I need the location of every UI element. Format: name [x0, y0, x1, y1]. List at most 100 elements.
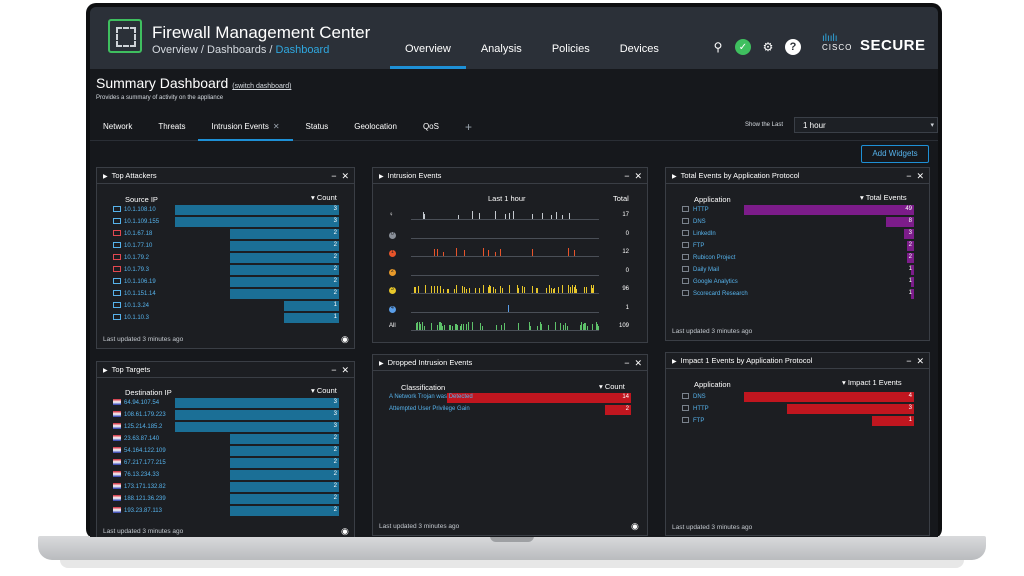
table-row-label[interactable]: 10.1.67.18: [113, 230, 152, 237]
table-row-label[interactable]: 76.13.234.33: [113, 471, 159, 478]
row-label-text[interactable]: 193.23.87.113: [124, 508, 162, 514]
minimize-icon[interactable]: −: [906, 356, 912, 366]
nav-devices[interactable]: Devices: [619, 43, 659, 55]
close-icon[interactable]: ✕: [916, 356, 924, 366]
table-row-label[interactable]: LinkedIn: [682, 230, 716, 237]
row-label-text[interactable]: 10.1.79.3: [124, 267, 150, 273]
row-label-text[interactable]: 10.1.67.18: [124, 231, 153, 237]
close-tab-icon[interactable]: ✕: [272, 122, 280, 131]
table-row-label[interactable]: 54.164.122.109: [113, 447, 166, 454]
row-label-text[interactable]: Google Analytics: [693, 279, 738, 285]
table-row-label[interactable]: 173.171.132.82: [113, 483, 166, 490]
table-row-label[interactable]: Rubicon Project: [682, 254, 735, 261]
table-row-label[interactable]: 10.1.10.3: [113, 314, 149, 321]
table-row-label[interactable]: 67.217.177.215: [113, 459, 166, 466]
column-header-source-ip[interactable]: Source IP: [125, 195, 158, 204]
table-row-label[interactable]: 10.1.108.10: [113, 206, 156, 213]
switch-dashboard-link[interactable]: (switch dashboard): [232, 83, 292, 90]
row-label-text[interactable]: DNS: [693, 394, 706, 400]
row-label-text[interactable]: 64.94.107.54: [124, 400, 160, 406]
search-icon[interactable]: ⚲: [713, 40, 723, 54]
table-row-label[interactable]: 64.94.107.54: [113, 399, 159, 406]
collapse-icon[interactable]: ▶: [103, 368, 108, 374]
table-row-label[interactable]: 10.1.151.14: [113, 290, 156, 297]
row-label-text[interactable]: Rubicon Project: [693, 255, 736, 261]
minimize-icon[interactable]: −: [906, 171, 912, 181]
row-label-text[interactable]: HTTP: [693, 207, 709, 213]
column-header-count[interactable]: ▾ Count: [311, 386, 337, 395]
column-header-impact1-events[interactable]: ▾ Impact 1 Events: [842, 378, 902, 387]
column-header-destination-ip[interactable]: Destination IP: [125, 388, 172, 397]
close-icon[interactable]: ✕: [634, 358, 642, 368]
table-row-label[interactable]: 193.23.87.113: [113, 507, 162, 514]
table-row-label[interactable]: 10.1.3.24: [113, 302, 149, 309]
table-row-label[interactable]: 23.63.87.140: [113, 435, 159, 442]
row-label-text[interactable]: 10.1.109.155: [124, 219, 160, 225]
column-header-count[interactable]: ▾ Count: [599, 382, 625, 391]
row-label-text[interactable]: DNS: [693, 219, 706, 225]
table-row-label[interactable]: DNS: [682, 218, 706, 225]
table-row-label[interactable]: DNS: [682, 393, 706, 400]
breadcrumb-dashboards[interactable]: Dashboards: [207, 44, 267, 56]
close-icon[interactable]: ✕: [341, 365, 349, 375]
column-header-total-events[interactable]: ▾ Total Events: [860, 193, 907, 202]
table-row-label[interactable]: FTP: [682, 242, 704, 249]
status-check-icon[interactable]: ✓: [735, 39, 751, 55]
table-row-label[interactable]: 10.1.77.10: [113, 242, 152, 249]
collapse-icon[interactable]: ▶: [672, 359, 677, 365]
tab-status[interactable]: Status: [305, 122, 329, 131]
time-range-select[interactable]: 1 hour ▾: [794, 117, 938, 133]
row-label-text[interactable]: 108.61.179.223: [124, 412, 166, 418]
add-tab-icon[interactable]: +: [464, 120, 472, 134]
tab-geolocation[interactable]: Geolocation: [354, 122, 397, 131]
table-row-label[interactable]: 108.61.179.223: [113, 411, 166, 418]
row-label-text[interactable]: 10.1.108.10: [124, 207, 156, 213]
row-label-text[interactable]: 188.121.36.239: [124, 496, 166, 502]
row-label-text[interactable]: 23.63.87.140: [124, 436, 160, 442]
table-row-label[interactable]: Google Analytics: [682, 278, 738, 285]
eye-icon[interactable]: ◉: [341, 334, 349, 344]
column-header-count[interactable]: ▾ Count: [311, 193, 337, 202]
table-row-label[interactable]: 10.1.79.2: [113, 254, 149, 261]
close-icon[interactable]: ✕: [341, 171, 349, 181]
minimize-icon[interactable]: −: [331, 171, 337, 181]
table-row-label[interactable]: Daily Mail: [682, 266, 719, 273]
row-label-text[interactable]: FTP: [693, 418, 705, 424]
table-row-label[interactable]: 10.1.106.19: [113, 278, 156, 285]
table-row-label[interactable]: 125.214.185.2: [113, 423, 162, 430]
table-row-label[interactable]: 10.1.109.155: [113, 218, 159, 225]
row-label-text[interactable]: Attempted User Privilege Gain: [389, 406, 470, 412]
table-row-label[interactable]: 10.1.79.3: [113, 266, 149, 273]
collapse-icon[interactable]: ▶: [672, 174, 677, 180]
gear-icon[interactable]: ⚙: [762, 40, 774, 54]
row-label-text[interactable]: 125.214.185.2: [124, 424, 163, 430]
collapse-icon[interactable]: ▶: [103, 174, 108, 180]
table-row-label[interactable]: FTP: [682, 417, 704, 424]
eye-icon[interactable]: ◉: [631, 521, 639, 531]
minimize-icon[interactable]: −: [624, 171, 630, 181]
row-label-text[interactable]: 10.1.151.14: [124, 291, 156, 297]
tab-threats[interactable]: Threats: [158, 122, 186, 131]
minimize-icon[interactable]: −: [624, 358, 630, 368]
row-label-text[interactable]: 173.171.132.82: [124, 484, 166, 490]
row-label-text[interactable]: 10.1.10.3: [124, 315, 150, 321]
row-label-text[interactable]: Daily Mail: [693, 267, 720, 273]
table-row-label[interactable]: HTTP: [682, 405, 709, 412]
help-icon[interactable]: ?: [785, 39, 801, 55]
row-label-text[interactable]: 67.217.177.215: [124, 460, 166, 466]
row-label-text[interactable]: A Network Trojan was Detected: [389, 394, 473, 400]
row-label-text[interactable]: FTP: [693, 243, 705, 249]
column-header-application[interactable]: Application: [694, 380, 731, 389]
table-row-label[interactable]: Attempted User Privilege Gain: [389, 406, 470, 412]
nav-analysis[interactable]: Analysis: [480, 43, 522, 55]
minimize-icon[interactable]: −: [331, 365, 337, 375]
row-label-text[interactable]: 10.1.106.19: [124, 279, 156, 285]
table-row-label[interactable]: 188.121.36.239: [113, 495, 166, 502]
tab-qos[interactable]: QoS: [422, 122, 439, 131]
add-widgets-button[interactable]: Add Widgets: [861, 145, 929, 163]
collapse-icon[interactable]: ▶: [379, 174, 384, 180]
row-label-text[interactable]: HTTP: [693, 406, 709, 412]
table-row-label[interactable]: HTTP: [682, 206, 709, 213]
column-header-classification[interactable]: Classification: [401, 383, 446, 392]
row-label-text[interactable]: 10.1.77.10: [124, 243, 153, 249]
